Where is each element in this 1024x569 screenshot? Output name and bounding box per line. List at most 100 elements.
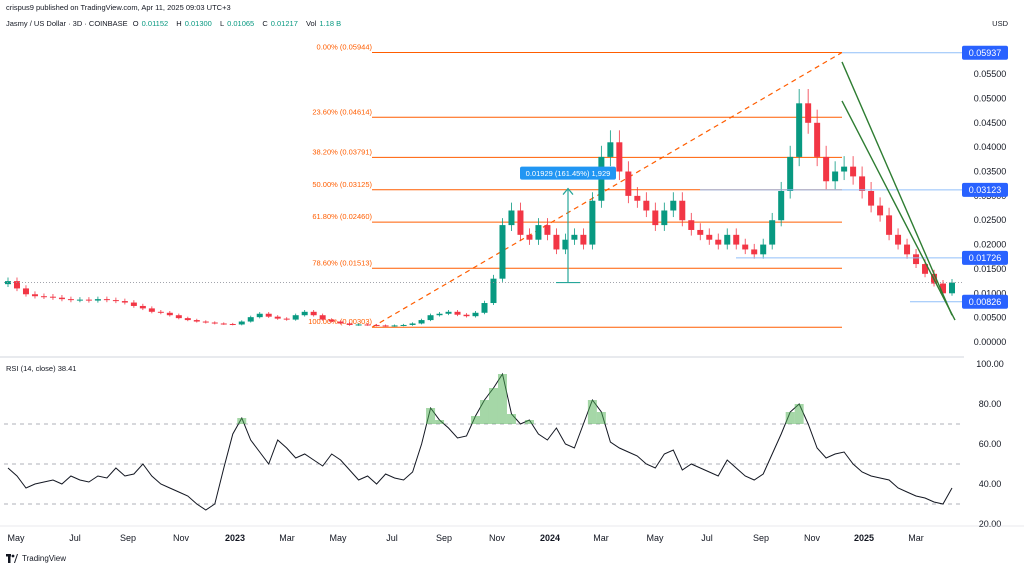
fib-level-label: 78.60% (0.01513) <box>312 258 372 267</box>
price-tick-label: 0.04000 <box>974 142 1007 152</box>
candle-body <box>868 191 875 206</box>
candle-body <box>895 234 902 245</box>
candle-body <box>616 142 623 172</box>
candle-body <box>913 254 920 265</box>
candle-body <box>31 294 38 297</box>
price-badge-label: 0.01726 <box>969 253 1002 263</box>
price-tick-label: 0.00000 <box>974 337 1007 347</box>
candle-body <box>265 313 272 317</box>
candle-body <box>751 249 758 255</box>
annotations-layer: 0.05937 0.03123 0.01726 0.00826 0.01929 (161… <box>4 45 1008 321</box>
candle-body <box>220 323 227 325</box>
candle-body <box>940 283 947 294</box>
candle-body <box>580 234 587 245</box>
ohlc-low-value: 0.01065 <box>227 19 255 28</box>
ohlc-open: O 0.01152 <box>132 19 169 28</box>
tradingview-brand: TradingView <box>22 554 67 563</box>
candle-body <box>859 176 866 191</box>
candle-body <box>814 122 821 157</box>
candle-body <box>85 299 92 301</box>
time-tick-label: Nov <box>173 533 190 543</box>
candle-body <box>823 156 830 182</box>
candle-body <box>40 296 47 298</box>
price-tick-label: 0.02000 <box>974 240 1007 250</box>
fib-trend-line <box>371 51 843 328</box>
candle-body <box>463 314 470 317</box>
candle-body <box>841 166 848 172</box>
candle-body <box>355 324 362 326</box>
candle-body <box>382 325 389 327</box>
time-tick-label: Jul <box>386 533 398 543</box>
measure-label: 0.01929 (161.45%) 1,929 <box>520 166 616 180</box>
time-tick-label: Jul <box>69 533 81 543</box>
candle-body <box>832 171 839 182</box>
time-tick-label: Mar <box>279 533 295 543</box>
candle-body <box>778 191 785 221</box>
candle-body <box>139 305 146 309</box>
candle-body <box>904 244 911 255</box>
candle-body <box>58 297 65 300</box>
candle-body <box>787 156 794 191</box>
time-tick-label: 2025 <box>854 533 874 543</box>
candle-body <box>769 220 776 245</box>
volume: Vol 1.18 B <box>305 19 342 28</box>
candle-body <box>508 210 515 226</box>
candle-body <box>229 323 236 325</box>
candle-body <box>400 324 407 326</box>
candle-body <box>283 318 290 320</box>
time-tick-label: May <box>7 533 25 543</box>
candle-body <box>301 311 308 316</box>
fib-level-label: 38.20% (0.03791) <box>312 147 372 156</box>
price-badge-label: 0.03123 <box>969 185 1002 195</box>
rsi-title[interactable]: RSI (14, close) <box>6 364 56 373</box>
candle-body <box>247 317 254 322</box>
fib-level-label: 50.00% (0.03125) <box>312 180 372 189</box>
candle-body <box>274 316 281 319</box>
candle-body <box>553 234 560 250</box>
axis-layer: 0.00000 0.00500 0.01000 0.01500 0.02000 0.025… <box>7 69 1006 543</box>
candle-body <box>679 200 686 221</box>
price-tick-label: 0.03500 <box>974 167 1007 177</box>
symbol-title[interactable]: Jasmy / US Dollar · 3D · COINBASE <box>6 19 128 28</box>
candle-body <box>742 244 749 250</box>
candle-body <box>292 315 299 320</box>
rsi-tick-label: 20.00 <box>979 519 1002 529</box>
time-tick-label: Mar <box>593 533 609 543</box>
candle-body <box>607 142 614 157</box>
candle-body <box>652 210 659 226</box>
currency-label[interactable]: USD <box>992 19 1008 28</box>
candle-body <box>697 229 704 235</box>
time-tick-label: Nov <box>804 533 821 543</box>
price-tick-label: 0.04500 <box>974 118 1007 128</box>
price-tick-label: 0.01500 <box>974 264 1007 274</box>
candle-body <box>175 315 182 319</box>
candle-body <box>454 311 461 315</box>
candle-body <box>67 299 74 301</box>
candle-body <box>166 312 173 316</box>
candle-body <box>715 239 722 245</box>
candle-body <box>103 299 110 301</box>
fib-level-label: 0.00% (0.05944) <box>317 42 373 51</box>
publisher-line: crispus9 published on TradingView.com, A… <box>6 3 231 12</box>
candle-body <box>130 302 137 306</box>
candle-body <box>148 308 155 312</box>
time-tick-label: May <box>329 533 347 543</box>
time-tick-label: May <box>646 533 664 543</box>
price-badge-label: 0.00826 <box>969 297 1002 307</box>
time-tick-label: Mar <box>908 533 924 543</box>
candle-body <box>670 200 677 211</box>
candle-body <box>238 321 245 325</box>
price-badge-bg <box>962 45 1008 60</box>
candle-body <box>634 195 641 201</box>
candle-body <box>112 300 119 302</box>
candle-body <box>310 311 317 316</box>
tradingview-logo[interactable]: TradingView <box>6 554 66 563</box>
ohlc-high: H 0.01300 <box>176 19 212 28</box>
candle-body <box>562 239 569 250</box>
candle-body <box>76 299 83 301</box>
candle-body <box>427 315 434 321</box>
candle-body <box>661 210 668 226</box>
ohlc-close-value: 0.01217 <box>270 19 298 28</box>
price-badge: 0.01726 <box>962 250 1008 265</box>
